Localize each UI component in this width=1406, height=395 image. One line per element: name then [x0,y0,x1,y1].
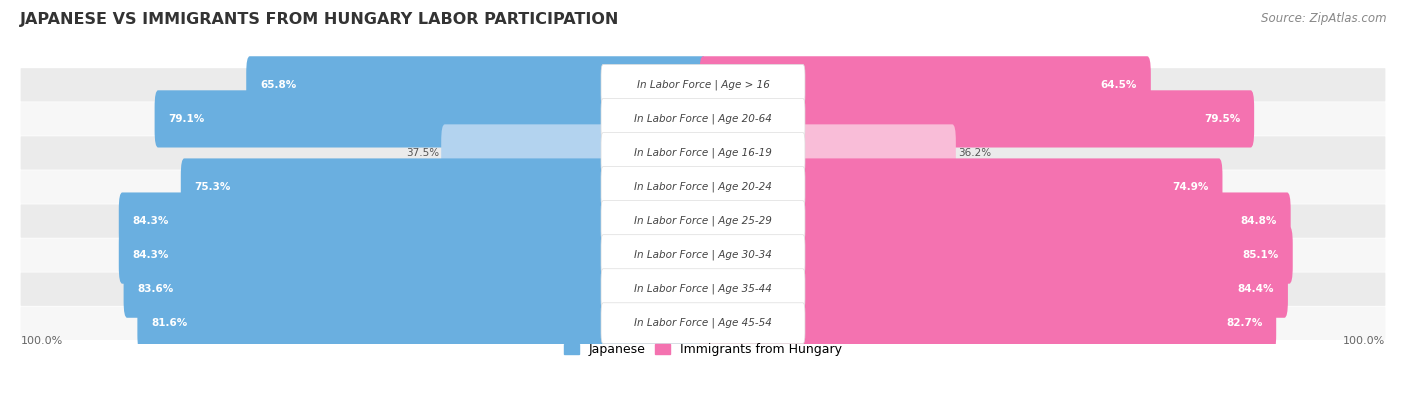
FancyBboxPatch shape [600,98,806,139]
Text: 82.7%: 82.7% [1226,318,1263,328]
FancyBboxPatch shape [155,90,706,147]
FancyBboxPatch shape [600,303,806,344]
Text: 100.0%: 100.0% [21,336,63,346]
Text: 84.3%: 84.3% [132,250,169,260]
FancyBboxPatch shape [118,192,706,250]
FancyBboxPatch shape [700,295,1277,352]
Text: 100.0%: 100.0% [1343,336,1385,346]
Text: In Labor Force | Age 20-24: In Labor Force | Age 20-24 [634,182,772,192]
FancyBboxPatch shape [21,170,1385,204]
FancyBboxPatch shape [181,158,706,216]
FancyBboxPatch shape [21,204,1385,238]
Text: 74.9%: 74.9% [1173,182,1209,192]
FancyBboxPatch shape [21,239,1385,272]
FancyBboxPatch shape [21,307,1385,340]
FancyBboxPatch shape [21,136,1385,169]
FancyBboxPatch shape [600,269,806,310]
Text: Source: ZipAtlas.com: Source: ZipAtlas.com [1261,12,1386,25]
Text: In Labor Force | Age > 16: In Labor Force | Age > 16 [637,80,769,90]
Text: In Labor Force | Age 16-19: In Labor Force | Age 16-19 [634,148,772,158]
FancyBboxPatch shape [441,124,706,182]
Legend: Japanese, Immigrants from Hungary: Japanese, Immigrants from Hungary [558,338,848,361]
Text: 84.4%: 84.4% [1237,284,1274,294]
Text: 84.8%: 84.8% [1240,216,1277,226]
Text: 37.5%: 37.5% [406,148,439,158]
Text: In Labor Force | Age 30-34: In Labor Force | Age 30-34 [634,250,772,260]
FancyBboxPatch shape [124,261,706,318]
FancyBboxPatch shape [700,158,1222,216]
Text: 36.2%: 36.2% [957,148,991,158]
Text: 85.1%: 85.1% [1243,250,1279,260]
FancyBboxPatch shape [600,133,806,173]
FancyBboxPatch shape [700,56,1152,113]
FancyBboxPatch shape [700,90,1254,147]
FancyBboxPatch shape [700,192,1291,250]
Text: In Labor Force | Age 45-54: In Labor Force | Age 45-54 [634,318,772,329]
FancyBboxPatch shape [600,201,806,241]
FancyBboxPatch shape [21,102,1385,135]
FancyBboxPatch shape [700,226,1292,284]
Text: 65.8%: 65.8% [260,80,297,90]
Text: In Labor Force | Age 35-44: In Labor Force | Age 35-44 [634,284,772,294]
FancyBboxPatch shape [600,64,806,105]
Text: 83.6%: 83.6% [138,284,173,294]
FancyBboxPatch shape [21,273,1385,306]
Text: 79.1%: 79.1% [169,114,205,124]
Text: In Labor Force | Age 20-64: In Labor Force | Age 20-64 [634,114,772,124]
Text: 75.3%: 75.3% [194,182,231,192]
Text: 79.5%: 79.5% [1204,114,1240,124]
Text: 64.5%: 64.5% [1101,80,1137,90]
Text: In Labor Force | Age 25-29: In Labor Force | Age 25-29 [634,216,772,226]
FancyBboxPatch shape [246,56,706,113]
FancyBboxPatch shape [700,124,956,182]
Text: 84.3%: 84.3% [132,216,169,226]
FancyBboxPatch shape [600,235,806,276]
FancyBboxPatch shape [21,68,1385,102]
Text: 81.6%: 81.6% [152,318,187,328]
FancyBboxPatch shape [138,295,706,352]
FancyBboxPatch shape [700,261,1288,318]
FancyBboxPatch shape [118,226,706,284]
FancyBboxPatch shape [600,167,806,207]
Text: JAPANESE VS IMMIGRANTS FROM HUNGARY LABOR PARTICIPATION: JAPANESE VS IMMIGRANTS FROM HUNGARY LABO… [20,12,619,27]
